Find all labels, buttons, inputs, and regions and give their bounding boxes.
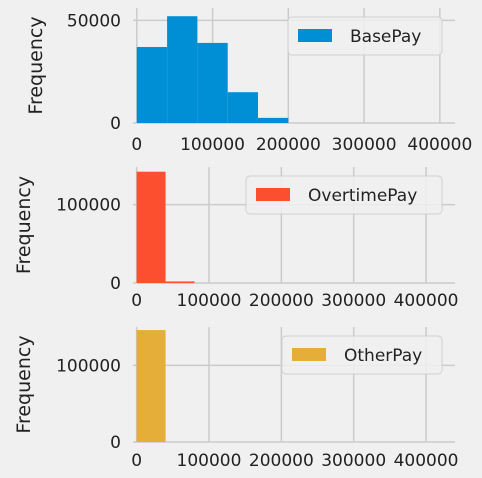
subplot-overtimepay: 0 100000 200000 300000 400000 0 100000 Frequenc… <box>13 167 459 311</box>
x-tick-label: 200000 <box>249 451 314 471</box>
y-tick-label: 0 <box>110 114 121 134</box>
histogram-bar <box>258 117 289 123</box>
x-tick-label: 0 <box>131 451 142 471</box>
legend-label: OvertimePay <box>308 186 417 206</box>
legend-label: OtherPay <box>344 346 422 366</box>
x-tick-label: 300000 <box>321 291 386 311</box>
x-tick-label: 100000 <box>177 451 242 471</box>
y-axis-label: Frequency <box>13 335 35 433</box>
legend-box <box>245 175 443 215</box>
subplot-otherpay: 0 100000 200000 300000 400000 0 100000 Frequenc… <box>13 327 459 471</box>
legend: OtherPay <box>281 335 443 375</box>
x-tick-label: 100000 <box>180 135 245 155</box>
legend-box <box>287 16 443 56</box>
x-tick-label: 0 <box>131 135 142 155</box>
x-tick-label: 400000 <box>394 451 459 471</box>
legend-swatch <box>298 29 332 42</box>
x-tick-label: 200000 <box>249 291 314 311</box>
histogram-bar <box>165 281 195 283</box>
histogram-bar <box>197 42 228 123</box>
x-tick-label: 0 <box>131 291 142 311</box>
y-tick-label: 100000 <box>56 356 121 376</box>
legend-swatch <box>256 188 290 201</box>
x-tick-label: 100000 <box>177 291 242 311</box>
x-tick-label: 400000 <box>407 135 472 155</box>
histogram-bar <box>136 47 168 124</box>
legend-box <box>281 335 443 375</box>
y-axis-label: Frequency <box>13 176 35 274</box>
y-tick-label: 0 <box>110 274 121 294</box>
legend: OvertimePay <box>245 175 443 215</box>
histogram-bar <box>227 92 259 123</box>
legend-label: BasePay <box>350 27 421 47</box>
x-tick-label: 300000 <box>321 451 386 471</box>
y-tick-label: 100000 <box>56 196 121 216</box>
histogram-bar <box>167 16 198 123</box>
histogram-bar <box>136 171 166 283</box>
legend: BasePay <box>287 16 443 56</box>
x-tick-label: 200000 <box>256 135 321 155</box>
histogram-bar <box>136 330 166 442</box>
y-axis-label: Frequency <box>25 16 47 114</box>
subplot-basepay: 0 100000 200000 300000 400000 0 50000 Frequency… <box>25 8 472 155</box>
x-tick-label: 300000 <box>332 135 397 155</box>
x-tick-label: 400000 <box>394 291 459 311</box>
y-tick-label: 50000 <box>67 11 121 31</box>
legend-swatch <box>292 348 326 361</box>
y-tick-label: 0 <box>110 433 121 453</box>
